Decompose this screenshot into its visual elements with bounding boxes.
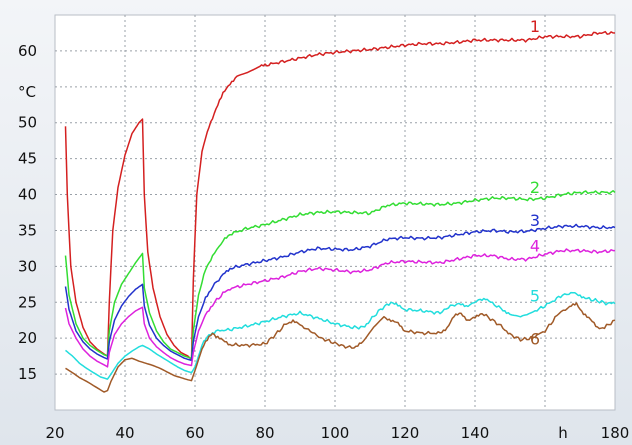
y-tick-label: 20 [18,329,37,347]
series-line-2 [64,190,616,360]
y-tick-label: 45 [18,150,37,168]
x-tick-label: 100 [321,424,350,442]
series-label-5: 5 [530,287,540,306]
y-tick-label: 50 [18,114,37,132]
y-tick-label: 30 [18,257,37,275]
series-label-6: 6 [530,330,540,349]
x-axis-label: h [558,424,568,442]
series-lines [64,30,616,393]
series-label-4: 4 [530,236,540,255]
series-line-6 [65,302,616,393]
y-axis-label: °C [18,83,36,101]
series-label-1: 1 [530,17,540,36]
y-tick-label: 35 [18,221,37,239]
series-line-4 [64,248,615,368]
series-line-5 [65,291,616,380]
y-tick-label: 25 [18,293,37,311]
x-tick-label: 60 [185,424,204,442]
series-line-1 [64,30,616,361]
series-labels: 1 2 3 4 5 6 [530,17,540,348]
x-tick-label: 80 [255,424,274,442]
x-tick-label: 20 [45,424,64,442]
series-label-3: 3 [530,211,540,230]
x-tick-label: 180 [601,424,630,442]
y-tick-label: 15 [18,365,37,383]
series-label-2: 2 [530,178,540,197]
y-tick-label: 40 [18,186,37,204]
y-tick-label: 60 [18,42,37,60]
x-tick-label: 120 [391,424,420,442]
x-tick-label: 40 [115,424,134,442]
x-tick-label: 140 [461,424,490,442]
series-line-3 [64,223,616,362]
